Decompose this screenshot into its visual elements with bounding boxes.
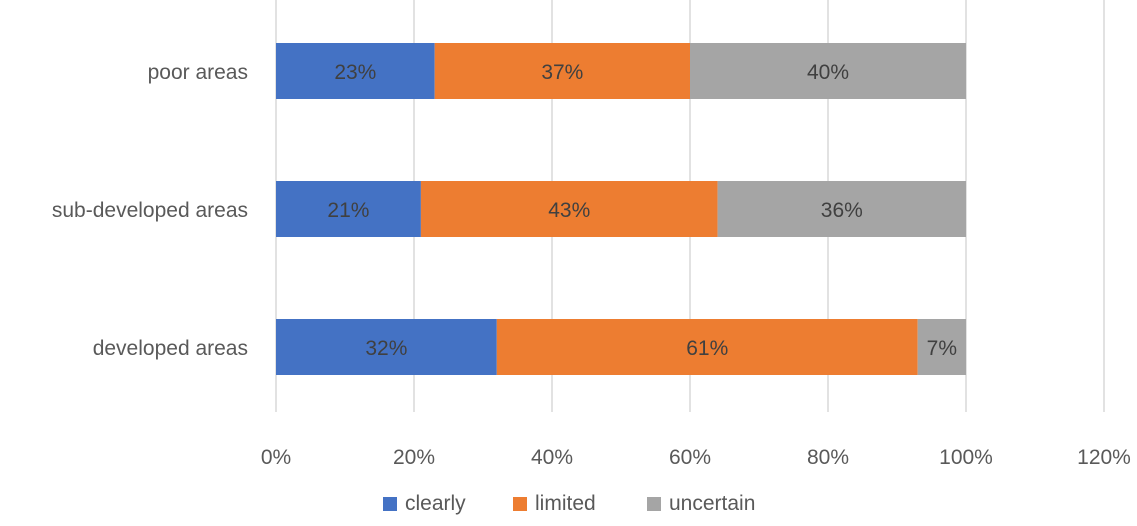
data-label: 61%: [686, 337, 728, 360]
bar-limited-sub-developed-areas: [420, 181, 718, 237]
x-axis-tick-labels: 0% 20% 40% 60% 80% 100% 120%: [261, 446, 1131, 469]
legend-label-limited: limited: [535, 492, 596, 515]
data-label: 21%: [327, 199, 369, 222]
x-tick-label: 20%: [393, 446, 435, 469]
legend-label-clearly: clearly: [405, 492, 466, 515]
legend-label-uncertain: uncertain: [669, 492, 755, 515]
category-labels: poor areas sub-developed areas developed a…: [52, 61, 248, 360]
data-label: 7%: [927, 337, 957, 360]
x-tick-label: 60%: [669, 446, 711, 469]
bar-limited-poor-areas: [434, 43, 690, 99]
category-label: sub-developed areas: [52, 199, 248, 222]
x-tick-label: 80%: [807, 446, 849, 469]
category-label: poor areas: [148, 61, 248, 84]
bar-uncertain-poor-areas: [690, 43, 966, 99]
x-tick-label: 40%: [531, 446, 573, 469]
legend: clearly limited uncertain: [383, 492, 755, 515]
data-label: 37%: [541, 61, 583, 84]
data-label: 40%: [807, 61, 849, 84]
legend-swatch-uncertain: [647, 497, 661, 511]
x-tick-label: 100%: [939, 446, 993, 469]
x-tick-label: 120%: [1077, 446, 1131, 469]
legend-swatch-clearly: [383, 497, 397, 511]
legend-swatch-limited: [513, 497, 527, 511]
bars: [276, 43, 966, 375]
data-label: 36%: [821, 199, 863, 222]
bar-uncertain-developed-areas: [917, 319, 966, 375]
data-labels: 23% 37% 40% 21% 43% 36% 32% 61% 7%: [327, 61, 957, 360]
data-label: 32%: [365, 337, 407, 360]
bar-clearly-poor-areas: [276, 43, 435, 99]
data-label: 23%: [334, 61, 376, 84]
x-tick-label: 0%: [261, 446, 291, 469]
bar-clearly-developed-areas: [276, 319, 497, 375]
bar-limited-developed-areas: [496, 319, 918, 375]
bar-uncertain-sub-developed-areas: [717, 181, 966, 237]
category-label: developed areas: [93, 337, 248, 360]
data-label: 43%: [548, 199, 590, 222]
bar-clearly-sub-developed-areas: [276, 181, 421, 237]
